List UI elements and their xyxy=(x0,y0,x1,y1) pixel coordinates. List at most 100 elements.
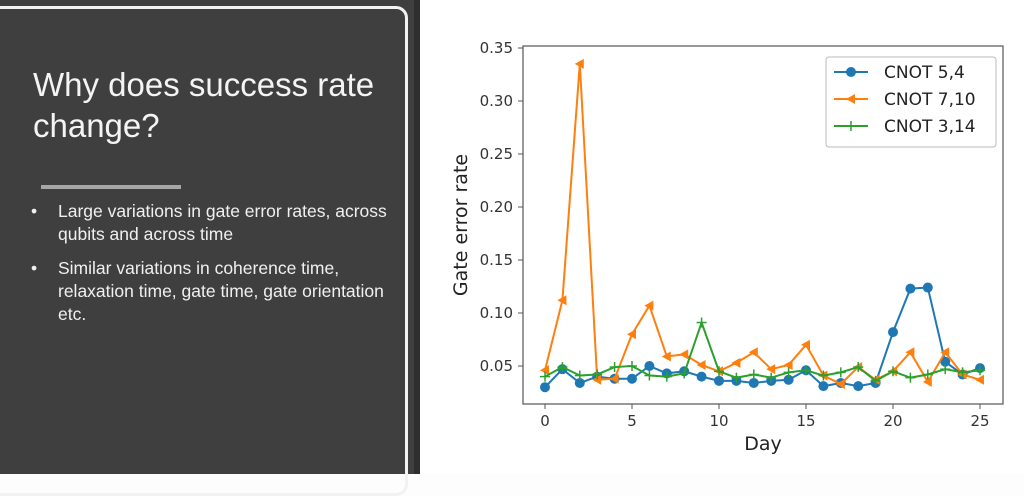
x-tick-label: 0 xyxy=(540,412,550,430)
data-point-marker xyxy=(661,371,672,382)
data-point-marker xyxy=(801,339,810,350)
data-point-marker xyxy=(627,373,637,384)
bullet-text: Large variations in gate error rates, ac… xyxy=(58,201,387,244)
data-point-marker xyxy=(853,381,864,392)
data-point-marker xyxy=(714,366,724,377)
data-point-marker xyxy=(975,365,985,376)
line-chart: 0 5 10 15 20 25 0.050.100.150.200.250.300.35 … xyxy=(450,39,1004,455)
data-point-marker xyxy=(846,67,856,77)
y-axis-label: Gate error rate xyxy=(450,154,472,296)
data-point-marker xyxy=(888,327,898,338)
legend-entry: CNOT 5,4 xyxy=(834,63,965,83)
data-point-marker xyxy=(748,369,759,380)
data-point-marker xyxy=(592,374,602,385)
bullet-icon: • xyxy=(31,258,38,278)
data-point-marker xyxy=(783,367,794,378)
data-point-marker xyxy=(940,364,951,375)
data-point-marker xyxy=(540,365,549,376)
data-point-marker xyxy=(818,370,829,381)
data-point-marker xyxy=(870,375,881,386)
data-point-marker xyxy=(835,379,845,390)
data-point-marker xyxy=(644,370,655,381)
data-point-marker xyxy=(940,356,951,367)
data-point-marker xyxy=(714,375,724,386)
data-point-marker xyxy=(574,58,584,69)
x-tick-label: 10 xyxy=(709,412,728,430)
data-point-marker xyxy=(846,94,855,104)
data-point-marker xyxy=(627,361,637,371)
data-point-marker xyxy=(905,347,915,358)
data-point-marker xyxy=(818,381,829,392)
legend-label: CNOT 7,10 xyxy=(884,90,976,110)
title-underline xyxy=(41,185,181,189)
bullet-text: Similar variations in coherence time, re… xyxy=(58,258,384,324)
data-point-marker xyxy=(975,374,984,385)
series-line xyxy=(544,63,981,386)
data-point-marker xyxy=(748,377,759,388)
data-point-marker xyxy=(835,367,846,378)
axes-frame xyxy=(522,45,1004,405)
data-point-marker xyxy=(905,283,916,294)
legend-entry: CNOT 7,10 xyxy=(834,90,976,110)
x-tick-label: 25 xyxy=(970,412,989,430)
data-point-marker xyxy=(592,369,603,380)
data-point-marker xyxy=(922,282,933,293)
data-point-marker xyxy=(766,372,777,383)
y-tick-label: 0.35 xyxy=(480,39,513,57)
chart-legend: CNOT 5,4 CNOT 7,10 CNOT 3,14 xyxy=(825,56,997,148)
y-axis-ticks: 0.05 0.10 0.15 0.20 0.25 0.30 0.35 xyxy=(480,39,523,375)
data-point-marker xyxy=(731,372,742,383)
data-point-marker xyxy=(731,357,741,368)
data-point-marker xyxy=(846,121,856,131)
data-point-marker xyxy=(783,374,794,385)
data-point-marker xyxy=(609,373,619,384)
x-tick-label: 15 xyxy=(796,412,815,430)
slide-title: Why does success rate change? xyxy=(33,66,375,144)
data-point-marker xyxy=(557,362,568,373)
data-point-marker xyxy=(644,300,654,311)
y-tick-label: 0.20 xyxy=(480,198,513,216)
slide-panel: Why does success rate change? • Large var… xyxy=(0,0,420,496)
y-tick-label: 0.15 xyxy=(480,251,513,269)
x-axis-ticks: 0 5 10 15 20 25 xyxy=(540,404,990,430)
data-point-marker xyxy=(574,377,585,388)
data-point-marker xyxy=(957,367,968,378)
data-point-marker xyxy=(540,371,550,382)
data-point-marker xyxy=(574,370,585,381)
x-tick-label: 5 xyxy=(627,412,637,430)
data-point-marker xyxy=(627,329,636,340)
y-tick-label: 0.05 xyxy=(480,357,513,375)
data-point-marker xyxy=(557,295,567,306)
data-point-marker xyxy=(644,361,655,371)
data-point-marker xyxy=(922,369,933,380)
y-tick-label: 0.25 xyxy=(480,145,513,163)
legend-label: CNOT 3,14 xyxy=(884,117,976,137)
y-tick-label: 0.10 xyxy=(480,304,513,322)
data-point-marker xyxy=(905,372,916,383)
bullet-icon: • xyxy=(31,201,38,221)
series-line xyxy=(544,286,981,388)
series-cnot-3-14 xyxy=(540,317,985,386)
data-point-marker xyxy=(766,364,776,375)
data-point-marker xyxy=(853,362,864,373)
data-point-marker xyxy=(696,371,707,382)
bullet-item: • Large variations in gate error rates, a… xyxy=(28,200,398,246)
data-point-marker xyxy=(661,351,671,362)
x-axis-label: Day xyxy=(744,433,782,455)
plot-layer xyxy=(540,58,985,393)
data-point-marker xyxy=(748,347,758,358)
data-point-marker xyxy=(801,365,811,376)
data-point-marker xyxy=(783,359,793,370)
y-tick-label: 0.30 xyxy=(480,92,513,110)
data-point-marker xyxy=(540,382,550,393)
data-point-marker xyxy=(888,366,898,377)
data-point-marker xyxy=(696,317,707,328)
legend-box xyxy=(825,56,997,148)
legend-label: CNOT 5,4 xyxy=(884,63,965,83)
data-point-marker xyxy=(679,368,690,379)
data-point-marker xyxy=(922,376,932,387)
slide-edge xyxy=(414,0,420,474)
data-point-marker xyxy=(679,349,689,360)
data-point-marker xyxy=(940,347,950,358)
data-point-marker xyxy=(609,362,620,373)
